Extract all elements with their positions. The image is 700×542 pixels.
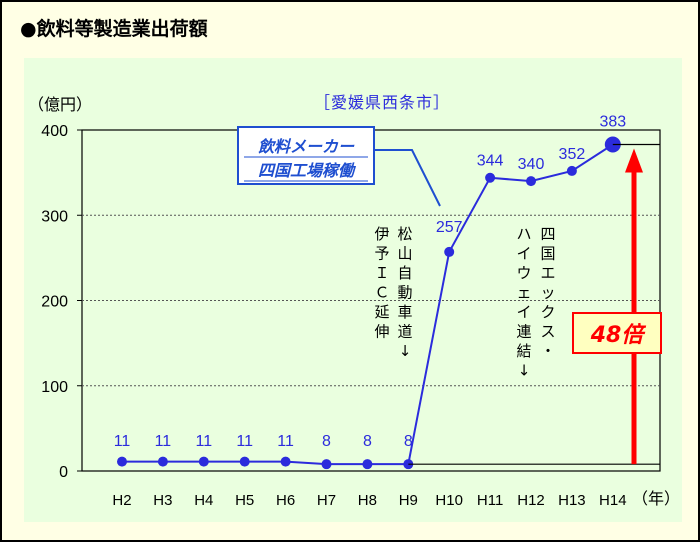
data-label: 352 [559,146,586,163]
note-char: 予 [374,245,389,263]
note-char: 伸 [374,323,389,341]
callout-leader [374,149,441,207]
data-point [362,459,373,470]
x-tick-label: H9 [399,492,418,509]
data-label: 383 [599,113,626,130]
x-tick-label: H8 [358,492,377,509]
x-tick-label: H10 [435,492,463,509]
data-point [566,165,577,176]
note-char: 自 [397,264,412,282]
multiplier-text: 48倍 [590,322,647,348]
note-char: 伊 [374,225,389,243]
y-axis-label: （億円） [28,96,92,114]
x-ticks: H2 H3 H4 H5 H6 H7 H8 H9 H10 H11 H12 H13 H14 [112,492,626,509]
note-char: 車 [397,303,412,321]
callout-line2: 四国工場稼働 [258,161,357,180]
y-tick-label: 300 [41,208,68,225]
note-char: Ｃ [374,284,389,302]
note-char: ・ [540,342,555,360]
x-tick-label: H12 [517,492,545,509]
note-char: ッ [540,284,555,302]
data-point [157,456,168,467]
callout-line1: 飲料メーカー [258,137,355,156]
data-label: 11 [195,433,212,450]
note-char: 延 [374,303,389,321]
x-tick-label: H2 [112,492,131,509]
note-char: ェ [516,284,531,302]
data-label: 344 [477,153,504,170]
data-point [117,456,127,467]
note-char: 松 [397,225,412,243]
y-tick-label: 200 [41,294,68,311]
note-char: 連 [516,323,531,341]
note-char: ス [540,323,555,341]
note-char: イ [516,245,531,263]
x-tick-label: H5 [235,492,254,509]
note-char: ウ [516,264,531,282]
note-char: 四 [540,225,555,243]
note-char: ク [540,303,555,321]
data-label: 11 [155,433,172,450]
data-label: 11 [277,433,294,450]
data-label: 11 [114,433,131,450]
chart-title: ［愛媛県西条市］ [314,94,450,112]
data-point [198,456,209,467]
note-char: イ [516,303,531,321]
data-point [526,176,536,187]
data-point [280,456,291,467]
data-label: 340 [518,156,545,173]
data-point [444,246,455,257]
y-tick-label: 400 [41,123,68,140]
note-char: ↓ [518,362,531,380]
callout-box [237,126,375,185]
note-char: 道 [397,323,412,341]
note-char: 結 [516,342,531,360]
x-tick-label: H6 [276,492,295,509]
multiplier-box: 48倍 [572,312,662,354]
data-point [239,456,250,467]
callout: 飲料メーカー 四国工場稼働 [237,126,441,207]
data-label: 257 [436,219,463,236]
data-labels: 11 11 11 11 11 8 8 8 257 344 340 352 383 [114,113,627,450]
note-char: 動 [397,284,412,302]
note-char: 山 [397,245,412,263]
y-tick-label: 0 [59,464,68,481]
multiplier-rect [572,312,662,354]
growth-arrowhead [625,148,643,173]
series-line [122,143,614,466]
y-ticks: 0 100 200 300 400 [41,123,68,481]
note-char: Ｉ [374,264,389,282]
note-char: 国 [540,245,555,263]
x-tick-label: H11 [477,492,503,509]
header-title: ●飲料等製造業出荷額 [20,18,208,40]
note-char: ハ [516,225,531,243]
x-axis-label: （年） [632,490,680,508]
x-tick-label: H7 [317,492,336,509]
y-tick-label: 100 [41,379,68,396]
x-tick-label: H13 [558,492,586,509]
data-label: 11 [236,433,253,450]
data-point [485,172,496,183]
x-tick-label: H4 [194,492,213,509]
x-tick-label: H3 [153,492,172,509]
data-label: 8 [363,433,372,450]
data-point [321,459,332,470]
data-label: 8 [404,433,413,450]
note-char: ↓ [399,342,412,360]
data-label: 8 [322,433,331,450]
x-tick-label: H14 [599,492,627,509]
note-char: エ [540,264,555,282]
